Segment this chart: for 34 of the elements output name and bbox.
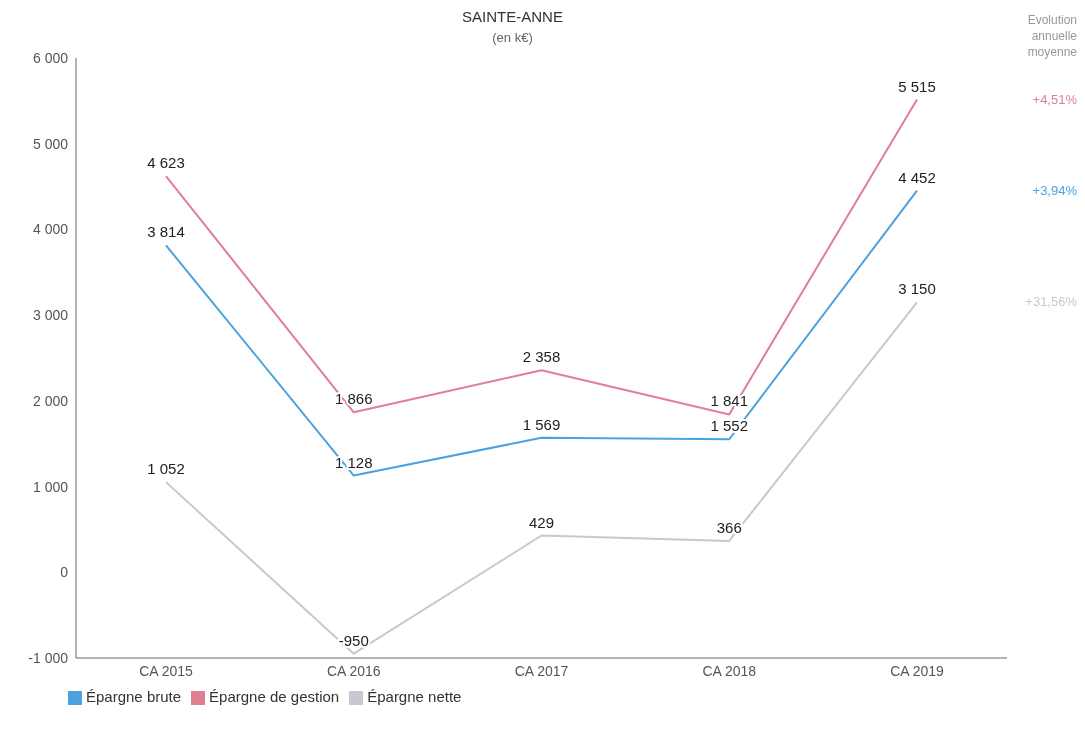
y-tick-label: -1 000: [28, 649, 69, 666]
data-label: 3 814: [147, 223, 185, 241]
y-tick-label: 5 000: [32, 135, 69, 152]
data-label: 366: [716, 518, 742, 536]
y-tick-label: 4 000: [32, 221, 69, 238]
data-label: 2 358: [522, 348, 561, 366]
chart-subtitle: (en k€): [491, 30, 534, 45]
legend-label: Épargne brute: [86, 688, 182, 705]
text: Evolution annuelle moyenne: [1026, 12, 1077, 60]
y-tick-label: 1 000: [32, 478, 69, 495]
data-label: 5 515: [898, 77, 936, 95]
chart-title: SAINTE-ANNE: [461, 8, 564, 25]
data-label: 1 128: [334, 453, 373, 471]
x-tick-label: CA 2015: [139, 662, 194, 679]
x-tick-label: CA 2017: [514, 662, 569, 679]
x-tick-label: CA 2019: [890, 662, 945, 679]
text: +4,51%: [1031, 91, 1077, 107]
data-label: 1 866: [334, 390, 373, 408]
y-tick-label: 6 000: [32, 49, 69, 66]
legend-label: Épargne nette: [367, 688, 462, 705]
data-label: 429: [528, 513, 555, 531]
data-label: 4 623: [147, 154, 185, 172]
legend-label: Épargne de gestion: [209, 688, 340, 705]
x-tick-label: CA 2016: [326, 662, 381, 679]
text: +3,94%: [1031, 182, 1077, 198]
data-label: -950: [338, 631, 369, 649]
y-tick-label: 2 000: [32, 392, 69, 409]
data-label: 4 452: [898, 168, 936, 186]
y-tick-label: 0: [60, 564, 69, 581]
y-tick-label: 3 000: [32, 307, 69, 324]
data-label: 1 569: [522, 415, 561, 433]
x-tick-label: CA 2018: [702, 662, 757, 679]
data-label: 3 150: [898, 280, 936, 298]
data-label: 1 052: [147, 460, 185, 478]
